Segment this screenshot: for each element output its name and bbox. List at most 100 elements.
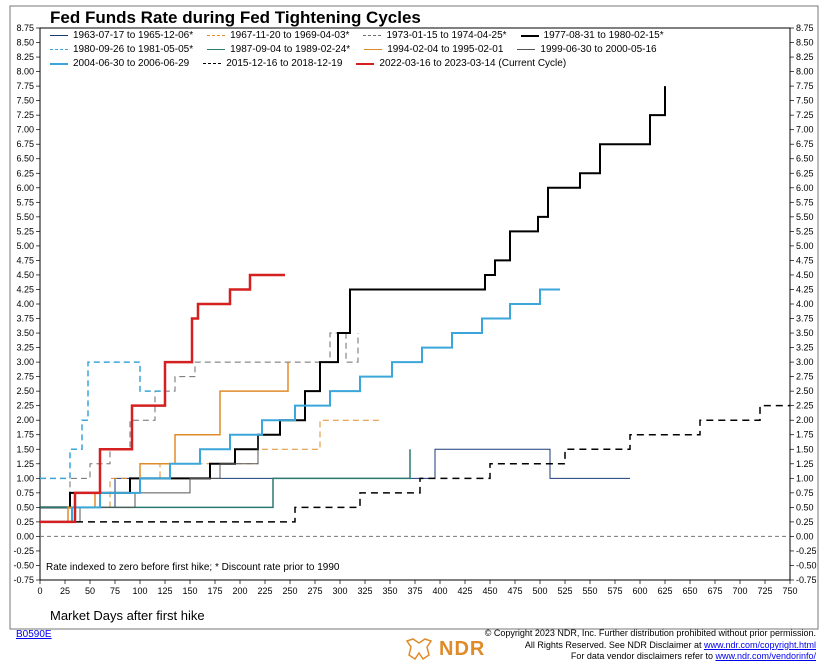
svg-text:0.50: 0.50 — [16, 502, 34, 512]
svg-text:375: 375 — [407, 586, 422, 596]
chart-plot: -0.75-0.75-0.50-0.50-0.25-0.250.000.000.… — [0, 0, 828, 669]
svg-text:200: 200 — [232, 586, 247, 596]
svg-text:5.25: 5.25 — [796, 226, 814, 236]
svg-text:6.00: 6.00 — [796, 183, 814, 193]
svg-text:1.75: 1.75 — [796, 430, 814, 440]
svg-text:3.50: 3.50 — [796, 328, 814, 338]
svg-text:8.25: 8.25 — [16, 52, 34, 62]
svg-text:175: 175 — [207, 586, 222, 596]
svg-text:225: 225 — [257, 586, 272, 596]
svg-text:3.75: 3.75 — [16, 314, 34, 324]
copyright-line: All Rights Reserved. See NDR Disclaimer … — [485, 640, 816, 652]
svg-text:3.25: 3.25 — [16, 343, 34, 353]
svg-text:-0.25: -0.25 — [796, 546, 817, 556]
bull-icon — [405, 637, 433, 661]
ndr-logo-text: NDR — [439, 638, 485, 661]
svg-text:4.50: 4.50 — [796, 270, 814, 280]
svg-text:4.75: 4.75 — [796, 255, 814, 265]
svg-text:325: 325 — [357, 586, 372, 596]
source-code-link[interactable]: B0590E — [16, 629, 52, 640]
svg-text:2.75: 2.75 — [796, 372, 814, 382]
svg-text:450: 450 — [482, 586, 497, 596]
svg-text:2.75: 2.75 — [16, 372, 34, 382]
svg-text:8.50: 8.50 — [16, 38, 34, 48]
svg-text:650: 650 — [682, 586, 697, 596]
svg-text:750: 750 — [782, 586, 797, 596]
svg-text:425: 425 — [457, 586, 472, 596]
svg-text:5.00: 5.00 — [796, 241, 814, 251]
svg-text:300: 300 — [332, 586, 347, 596]
copyright-block: © Copyright 2023 NDR, Inc. Further distr… — [485, 628, 816, 663]
svg-text:0: 0 — [37, 586, 42, 596]
svg-text:6.75: 6.75 — [796, 139, 814, 149]
svg-text:-0.50: -0.50 — [796, 560, 817, 570]
svg-text:8.25: 8.25 — [796, 52, 814, 62]
svg-text:6.75: 6.75 — [16, 139, 34, 149]
svg-text:1.50: 1.50 — [796, 444, 814, 454]
svg-text:125: 125 — [157, 586, 172, 596]
svg-text:50: 50 — [85, 586, 95, 596]
svg-text:475: 475 — [507, 586, 522, 596]
svg-text:2.50: 2.50 — [16, 386, 34, 396]
svg-text:400: 400 — [432, 586, 447, 596]
svg-text:8.00: 8.00 — [16, 67, 34, 77]
svg-text:1.50: 1.50 — [16, 444, 34, 454]
svg-text:7.75: 7.75 — [796, 81, 814, 91]
svg-text:275: 275 — [307, 586, 322, 596]
svg-text:-0.75: -0.75 — [13, 575, 34, 585]
svg-text:0.75: 0.75 — [796, 488, 814, 498]
copyright-line: © Copyright 2023 NDR, Inc. Further distr… — [485, 628, 816, 640]
svg-text:4.25: 4.25 — [796, 284, 814, 294]
footer-link[interactable]: www.ndr.com/vendorinfo/ — [715, 651, 816, 661]
svg-text:-0.25: -0.25 — [13, 546, 34, 556]
svg-text:2.50: 2.50 — [796, 386, 814, 396]
footer-link[interactable]: www.ndr.com/copyright.html — [704, 640, 816, 650]
svg-text:4.00: 4.00 — [796, 299, 814, 309]
svg-text:1.00: 1.00 — [796, 473, 814, 483]
svg-text:7.00: 7.00 — [16, 125, 34, 135]
svg-text:500: 500 — [532, 586, 547, 596]
svg-text:4.00: 4.00 — [16, 299, 34, 309]
svg-text:350: 350 — [382, 586, 397, 596]
ndr-logo: NDR — [405, 637, 485, 661]
svg-text:600: 600 — [632, 586, 647, 596]
svg-text:25: 25 — [60, 586, 70, 596]
svg-text:2.25: 2.25 — [796, 401, 814, 411]
svg-text:6.50: 6.50 — [16, 154, 34, 164]
svg-text:0.00: 0.00 — [796, 531, 814, 541]
svg-text:1.75: 1.75 — [16, 430, 34, 440]
svg-text:5.00: 5.00 — [16, 241, 34, 251]
svg-text:575: 575 — [607, 586, 622, 596]
svg-text:7.50: 7.50 — [16, 96, 34, 106]
svg-text:675: 675 — [707, 586, 722, 596]
svg-text:4.50: 4.50 — [16, 270, 34, 280]
svg-text:725: 725 — [757, 586, 772, 596]
svg-text:550: 550 — [582, 586, 597, 596]
svg-text:75: 75 — [110, 586, 120, 596]
svg-text:8.00: 8.00 — [796, 67, 814, 77]
svg-text:4.25: 4.25 — [16, 284, 34, 294]
svg-text:2.25: 2.25 — [16, 401, 34, 411]
svg-text:5.50: 5.50 — [16, 212, 34, 222]
svg-text:0.25: 0.25 — [16, 517, 34, 527]
svg-text:7.25: 7.25 — [16, 110, 34, 120]
svg-text:7.00: 7.00 — [796, 125, 814, 135]
svg-text:250: 250 — [282, 586, 297, 596]
svg-text:100: 100 — [132, 586, 147, 596]
svg-text:700: 700 — [732, 586, 747, 596]
svg-text:6.50: 6.50 — [796, 154, 814, 164]
svg-text:5.75: 5.75 — [16, 197, 34, 207]
svg-text:Rate indexed to zero before fi: Rate indexed to zero before first hike; … — [46, 562, 340, 573]
svg-text:2.00: 2.00 — [796, 415, 814, 425]
svg-text:3.25: 3.25 — [796, 343, 814, 353]
svg-text:1.25: 1.25 — [796, 459, 814, 469]
svg-text:7.75: 7.75 — [16, 81, 34, 91]
svg-text:-0.50: -0.50 — [13, 560, 34, 570]
svg-text:625: 625 — [657, 586, 672, 596]
copyright-line: For data vendor disclaimers refer to www… — [485, 651, 816, 663]
svg-text:0.00: 0.00 — [16, 531, 34, 541]
svg-text:7.25: 7.25 — [796, 110, 814, 120]
svg-text:5.75: 5.75 — [796, 197, 814, 207]
svg-text:5.25: 5.25 — [16, 226, 34, 236]
svg-text:0.25: 0.25 — [796, 517, 814, 527]
